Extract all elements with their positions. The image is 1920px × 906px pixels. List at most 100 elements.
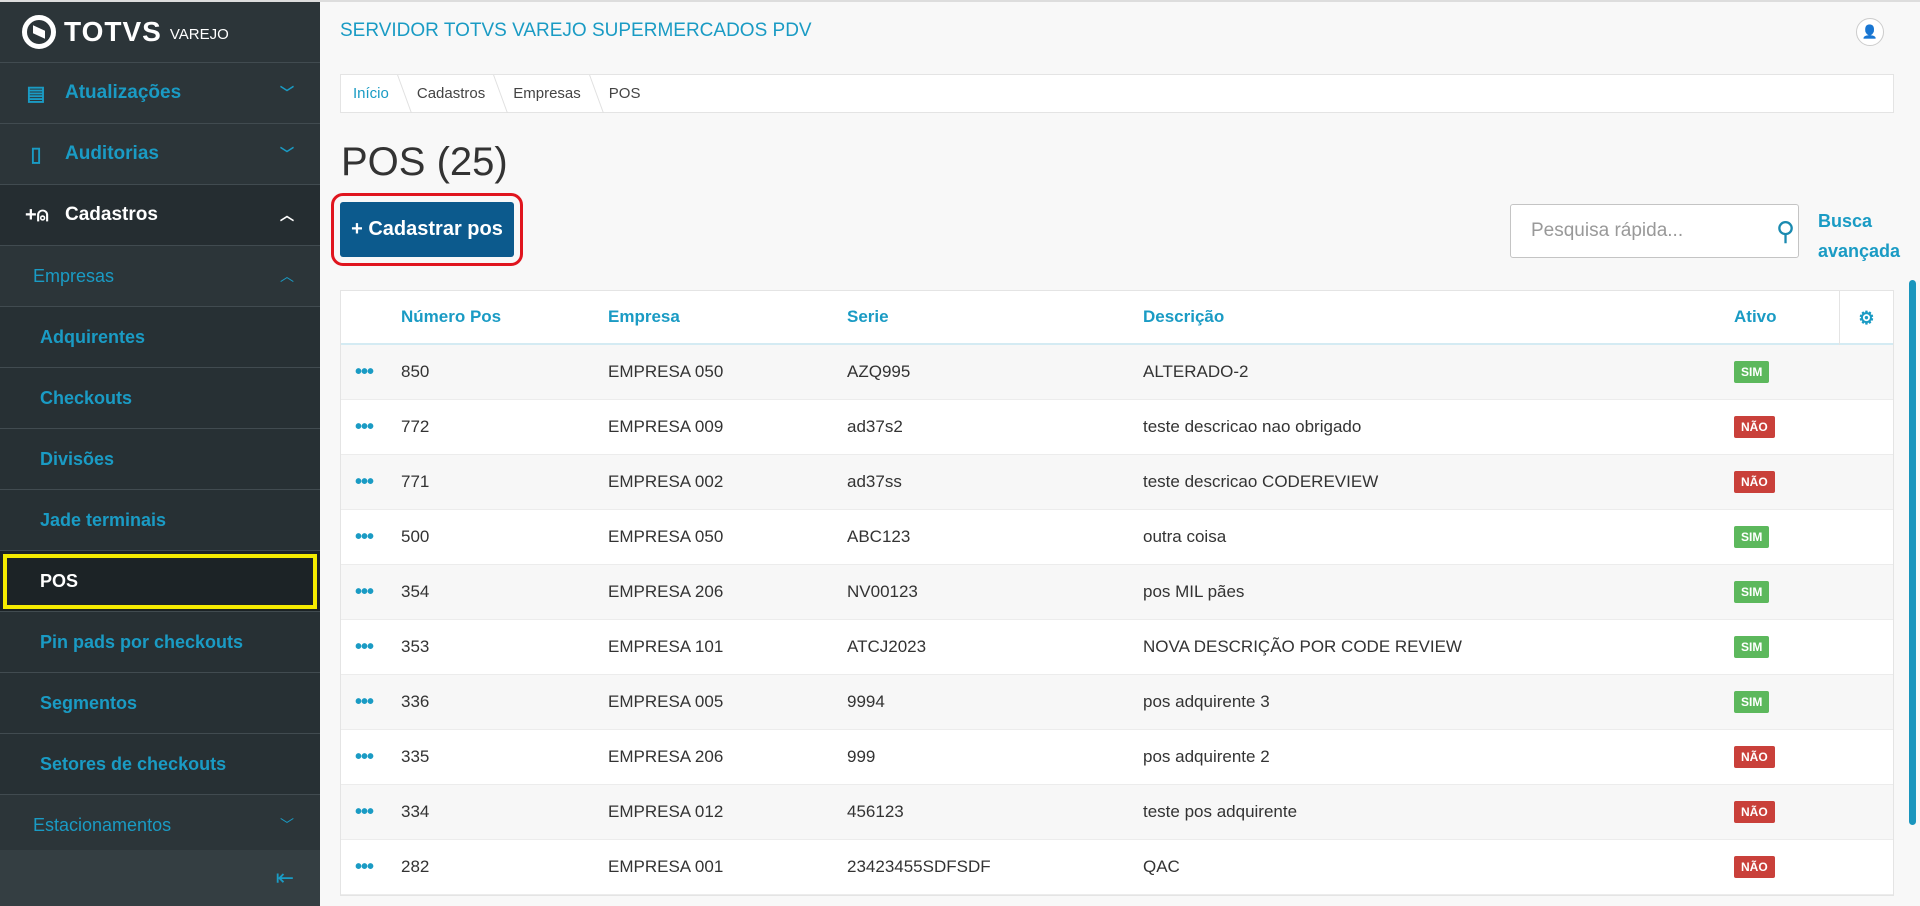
chevron-down-icon: ﹀ [280,85,294,101]
column-ativo[interactable]: Ativo [1734,307,1777,326]
row-actions-icon[interactable]: ••• [355,525,374,548]
advanced-search-link[interactable]: Busca avançada [1818,206,1900,266]
row-actions-icon[interactable]: ••• [355,690,374,713]
sidebar-item-label: Cadastros [65,204,158,225]
row-actions-icon[interactable]: ••• [355,470,374,493]
cell-descricao: outra coisa [1143,527,1227,546]
cell-empresa: EMPRESA 012 [608,802,724,821]
page-title: POS (25) [341,140,508,184]
cell-serie: ad37s2 [847,417,903,436]
cell-descricao: NOVA DESCRIÇÃO POR CODE REVIEW [1143,637,1462,656]
search-input[interactable] [1531,220,1776,242]
cell-numero-pos: 354 [401,582,430,601]
book-icon: ▯ [30,143,42,166]
breadcrumb-inicio[interactable]: Início [341,85,405,102]
advanced-search-line2: avançada [1818,241,1901,261]
cell-empresa: EMPRESA 101 [608,637,724,656]
brand-name: TOTVS [64,16,162,47]
cell-descricao: pos adquirente 3 [1143,692,1270,711]
advanced-search-line1: Busca [1818,211,1873,231]
search-icon[interactable]: ⚲ [1776,215,1796,246]
cell-serie: ad37ss [847,472,902,491]
cell-numero-pos: 336 [401,692,430,711]
sidebar-item-estacionamentos[interactable]: Estacionamentos ﹀ [0,795,320,856]
cell-serie: 999 [847,747,876,766]
cell-descricao: pos adquirente 2 [1143,747,1270,766]
chevron-up-icon: ︿ [280,268,294,284]
table-row: ••• 336 EMPRESA 005 9994 pos adquirente … [341,675,1893,730]
row-actions-icon[interactable]: ••• [355,635,374,658]
row-actions-icon[interactable]: ••• [355,855,374,878]
row-actions-icon[interactable]: ••• [355,415,374,438]
cell-empresa: EMPRESA 050 [608,362,724,381]
cell-empresa: EMPRESA 002 [608,472,724,491]
column-numero-pos[interactable]: Número Pos [401,307,502,326]
cell-descricao: teste descricao nao obrigado [1143,417,1362,436]
row-actions-icon[interactable]: ••• [355,360,374,383]
cell-numero-pos: 500 [401,527,430,546]
cell-numero-pos: 850 [401,362,430,381]
sidebar-item-label: Setores de checkouts [40,753,227,774]
row-actions-icon[interactable]: ••• [355,745,374,768]
cell-empresa: EMPRESA 001 [608,857,724,876]
sidebar-item-auditorias[interactable]: ▯ Auditorias ﹀ [0,124,320,185]
status-badge: SIM [1734,636,1770,658]
cell-numero-pos: 771 [401,472,430,491]
sidebar-item-pin-pads-por-checkouts[interactable]: Pin pads por checkouts [0,612,320,673]
status-badge: NÃO [1734,801,1775,823]
row-actions-icon[interactable]: ••• [355,580,374,603]
collapse-menu-icon: ⇤ [275,865,294,890]
cell-descricao: teste descricao CODEREVIEW [1143,472,1379,491]
sidebar-item-atualizacoes[interactable]: ▤ Atualizações ﹀ [0,63,320,124]
sidebar-item-label: Jade terminais [40,509,167,530]
cell-descricao: QAC [1143,857,1180,876]
breadcrumb-pos: POS [608,85,641,102]
cell-serie: 456123 [847,802,904,821]
cell-descricao: pos MIL pães [1143,582,1245,601]
table-row: ••• 772 EMPRESA 009 ad37s2 teste descric… [341,400,1893,455]
table-row: ••• 335 EMPRESA 206 999 pos adquirente 2… [341,730,1893,785]
cadastrar-pos-button[interactable]: + Cadastrar pos [331,193,523,266]
cell-descricao: teste pos adquirente [1143,802,1298,821]
sidebar-item-setores-de-checkouts[interactable]: Setores de checkouts [0,734,320,795]
table-row: ••• 282 EMPRESA 001 23423455SDFSDF QAC N… [341,840,1893,895]
scrollbar[interactable] [1909,280,1916,825]
table-row: ••• 354 EMPRESA 206 NV00123 pos MIL pães… [341,565,1893,620]
cell-numero-pos: 334 [401,802,430,821]
sidebar-item-checkouts[interactable]: Checkouts [0,368,320,429]
sidebar-item-pos[interactable]: POS [0,551,320,612]
sidebar-item-segmentos[interactable]: Segmentos [0,673,320,734]
gear-icon[interactable]: ⚙ [1839,291,1893,345]
cell-numero-pos: 282 [401,857,430,876]
status-badge: SIM [1734,581,1770,603]
sidebar-item-label: Adquirentes [40,326,146,347]
table-row: ••• 850 EMPRESA 050 AZQ995 ALTERADO-2 SI… [341,345,1893,400]
status-badge: SIM [1734,361,1770,383]
cell-empresa: EMPRESA 009 [608,417,724,436]
cell-numero-pos: 772 [401,417,430,436]
cell-numero-pos: 353 [401,637,430,656]
chevron-down-icon: ﹀ [280,146,294,162]
sidebar-item-jade-terminais[interactable]: Jade terminais [0,490,320,551]
sidebar-item-divisoes[interactable]: Divisões [0,429,320,490]
status-badge: NÃO [1734,416,1775,438]
user-avatar[interactable]: 👤 [1856,18,1884,46]
sidebar: TOTVS VAREJO ▤ Atualizações ﹀ ▯ Auditorias ﹀ +… [0,2,320,906]
collapse-sidebar-button[interactable]: ⇤ [0,850,320,906]
sidebar-item-adquirentes[interactable]: Adquirentes [0,307,320,368]
sidebar-item-label: Auditorias [65,143,159,164]
totvs-logo[interactable]: TOTVS VAREJO [0,2,320,63]
column-empresa[interactable]: Empresa [608,307,680,326]
sidebar-item-label: Checkouts [40,387,133,408]
sidebar-item-label: POS [40,570,79,591]
row-actions-icon[interactable]: ••• [355,800,374,823]
status-badge: NÃO [1734,471,1775,493]
column-serie[interactable]: Serie [847,307,889,326]
chevron-up-icon: ︿ [280,207,294,223]
column-descricao[interactable]: Descrição [1143,307,1225,326]
table-row: ••• 353 EMPRESA 101 ATCJ2023 NOVA DESCRI… [341,620,1893,675]
cell-serie: 9994 [847,692,885,711]
cell-serie: NV00123 [847,582,918,601]
sidebar-item-empresas[interactable]: Empresas ︿ [0,246,320,307]
sidebar-item-cadastros[interactable]: +⍝ Cadastros ︿ [0,185,320,246]
